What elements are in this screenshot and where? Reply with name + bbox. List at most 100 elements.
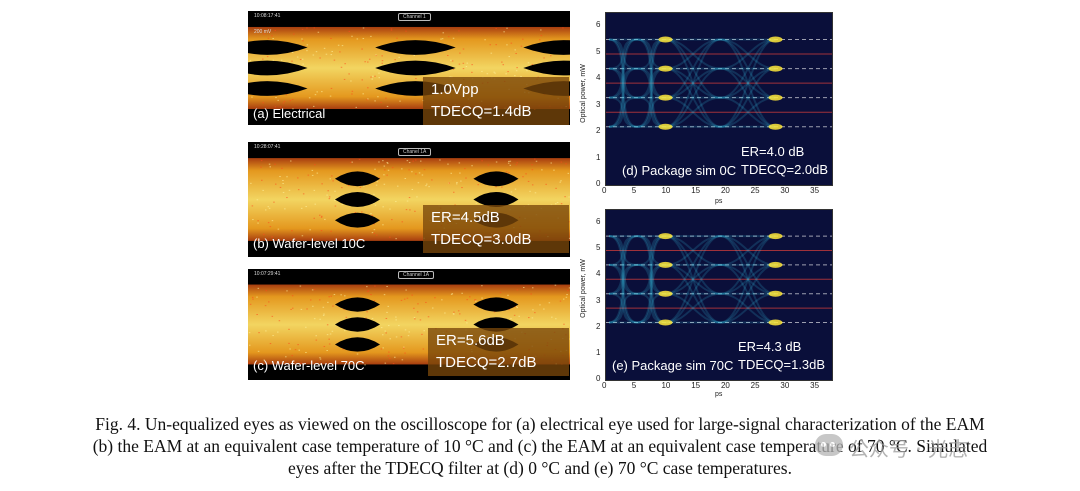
noise-dot: [545, 184, 547, 185]
noise-dot: [334, 200, 336, 201]
noise-dot: [559, 182, 561, 183]
noise-dot: [453, 314, 455, 315]
wechat-watermark: 公众号 · 光志: [815, 430, 1055, 464]
crossing-spot: [658, 291, 672, 297]
noise-dot: [432, 308, 434, 309]
noise-dot: [284, 101, 286, 102]
noise-dot: [378, 77, 380, 78]
noise-dot: [297, 344, 299, 345]
noise-dot: [411, 171, 413, 172]
noise-dot: [374, 300, 376, 301]
noise-dot: [275, 30, 277, 31]
noise-dot: [382, 206, 384, 207]
noise-dot: [344, 330, 346, 331]
sim-stat-tdecq: TDECQ=1.3dB: [738, 356, 825, 374]
noise-dot: [335, 206, 337, 207]
noise-dot: [507, 71, 509, 72]
stat-tdecq: TDECQ=3.0dB: [431, 229, 561, 251]
noise-dot: [362, 79, 364, 80]
noise-dot: [461, 293, 463, 294]
noise-dot: [514, 75, 516, 76]
x-tick-label: 5: [632, 186, 636, 195]
noise-dot: [386, 318, 388, 319]
sim-label-e: (e) Package sim 70C: [612, 358, 733, 373]
noise-dot: [417, 303, 419, 304]
noise-dot: [291, 61, 293, 62]
noise-dot: [265, 330, 267, 331]
noise-dot: [439, 159, 441, 160]
noise-dot: [534, 312, 536, 313]
noise-dot: [338, 45, 340, 46]
noise-dot: [321, 183, 323, 184]
noise-dot: [334, 60, 336, 61]
noise-dot: [386, 286, 388, 287]
noise-dot: [412, 189, 414, 190]
noise-dot: [366, 286, 368, 287]
noise-dot: [481, 298, 483, 299]
noise-dot: [313, 55, 315, 56]
noise-dot: [278, 229, 280, 230]
noise-dot: [476, 203, 478, 204]
noise-dot: [256, 297, 258, 298]
noise-dot: [331, 88, 333, 89]
noise-dot: [303, 193, 305, 194]
noise-dot: [317, 173, 319, 174]
crossing-spot: [658, 95, 672, 101]
noise-dot: [331, 54, 333, 55]
noise-dot: [301, 38, 303, 39]
noise-dot: [372, 232, 374, 233]
noise-dot: [510, 318, 512, 319]
noise-dot: [315, 335, 317, 336]
noise-dot: [386, 175, 388, 176]
crossing-spot: [658, 36, 672, 42]
noise-dot: [377, 181, 379, 182]
noise-dot: [549, 302, 551, 303]
noise-dot: [416, 196, 418, 197]
noise-dot: [394, 357, 396, 358]
sim-xlabel: ps: [715, 391, 722, 398]
noise-dot: [453, 38, 455, 39]
noise-dot: [511, 43, 513, 44]
sim-panel-e: Optical power, mW (e) Package sim 70C ER…: [578, 205, 836, 401]
noise-dot: [490, 44, 492, 45]
noise-dot: [523, 287, 525, 288]
noise-dot: [395, 201, 397, 202]
sim-stat-er: ER=4.3 dB: [738, 338, 825, 356]
crossing-spot: [769, 262, 783, 268]
noise-dot: [403, 347, 405, 348]
noise-dot: [340, 294, 342, 295]
noise-dot: [528, 181, 530, 182]
noise-dot: [568, 196, 570, 197]
x-tick-label: 20: [721, 186, 730, 195]
noise-dot: [528, 317, 530, 318]
noise-dot: [301, 309, 303, 310]
noise-dot: [275, 184, 277, 185]
noise-dot: [399, 101, 401, 102]
noise-dot: [352, 91, 354, 92]
noise-dot: [292, 52, 294, 53]
noise-dot: [314, 289, 316, 290]
noise-dot: [344, 63, 346, 64]
noise-dot: [471, 165, 473, 166]
noise-dot: [370, 294, 372, 295]
noise-dot: [275, 97, 277, 98]
noise-dot: [463, 49, 465, 50]
noise-dot: [323, 307, 325, 308]
x-tick-label: 15: [691, 186, 700, 195]
noise-dot: [351, 162, 353, 163]
sim-plot-e: (e) Package sim 70C ER=4.3 dB TDECQ=1.3d…: [605, 209, 833, 381]
noise-dot: [376, 185, 378, 186]
scope-scale: 200 mV: [254, 29, 271, 35]
noise-dot: [256, 314, 258, 315]
noise-dot: [477, 184, 479, 185]
noise-dot: [316, 340, 318, 341]
noise-dot: [496, 162, 498, 163]
noise-dot: [450, 173, 452, 174]
noise-dot: [532, 169, 534, 170]
noise-dot: [272, 38, 274, 39]
noise-dot: [540, 29, 542, 30]
noise-dot: [321, 216, 323, 217]
y-tick-label: 5: [596, 243, 600, 252]
noise-dot: [372, 318, 374, 319]
noise-dot: [518, 316, 520, 317]
